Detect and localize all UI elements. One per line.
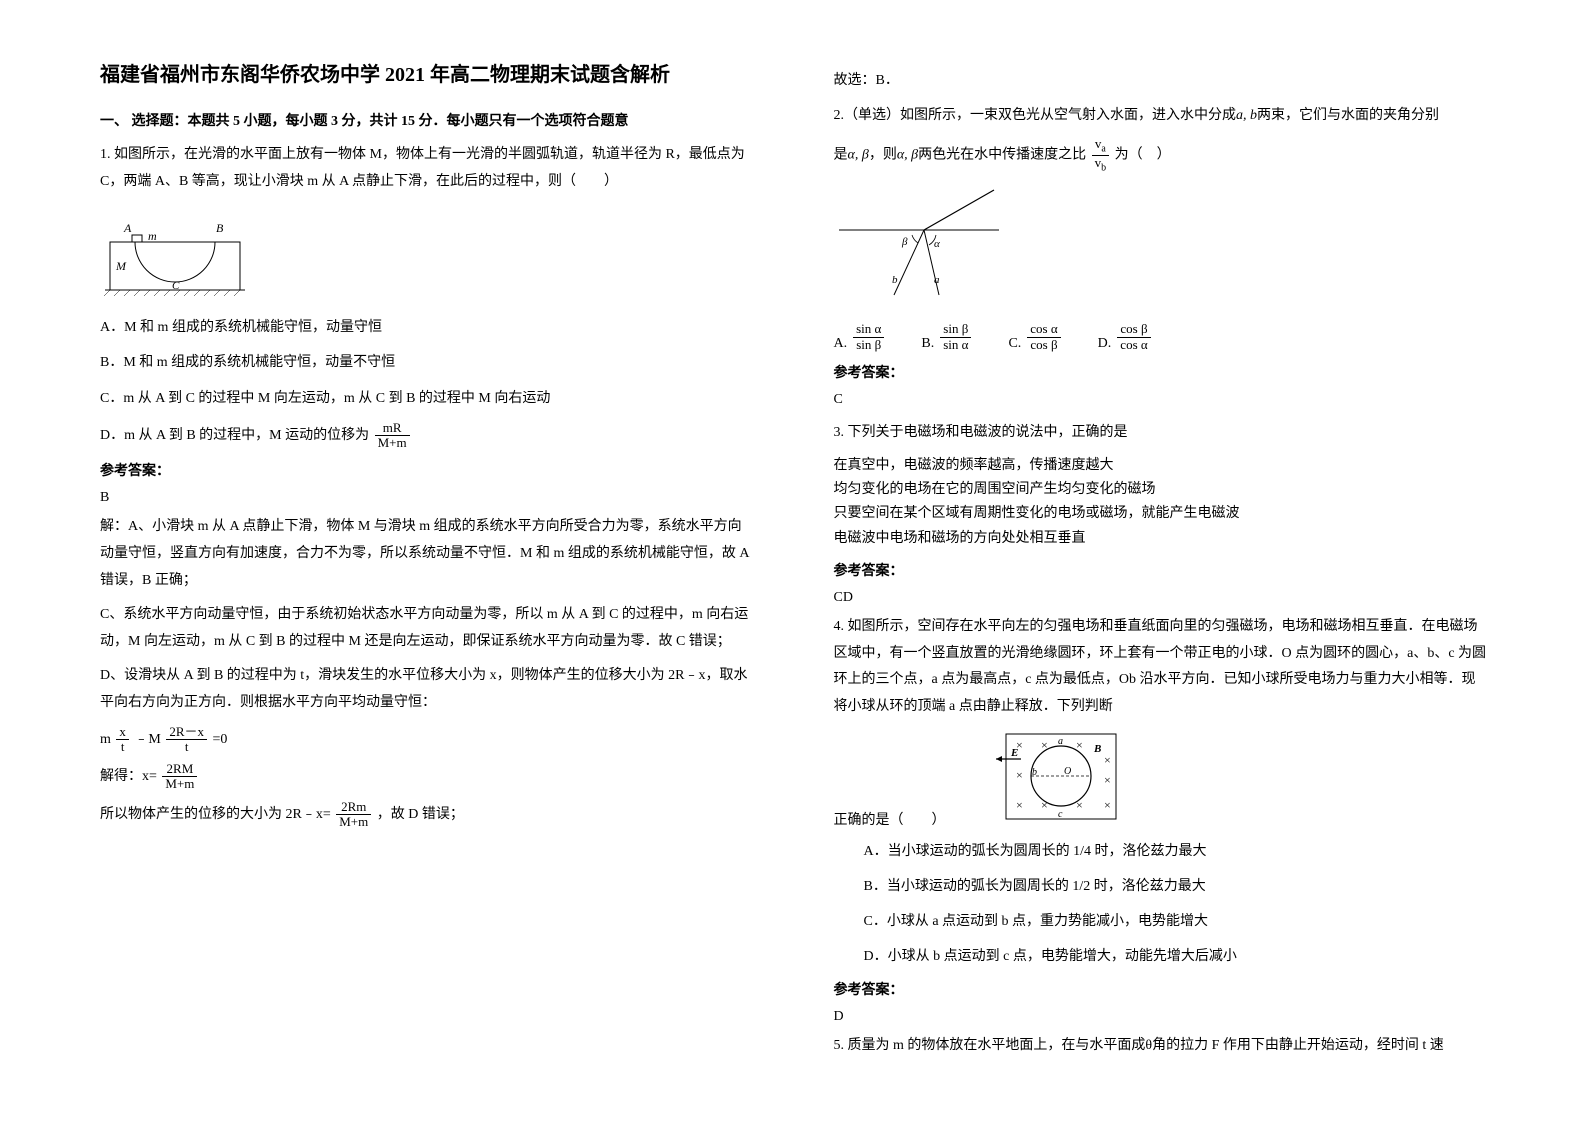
q1-opt-b: B．M 和 m 组成的系统机械能守恒，动量不守恒: [100, 350, 754, 375]
svg-text:A: A: [123, 221, 132, 235]
svg-text:O: O: [1064, 766, 1071, 777]
svg-text:×: ×: [1041, 798, 1048, 812]
q2-stem: 2.（单选）如图所示，一束双色光从空气射入水面，进入水中分成a, b两束，它们与…: [834, 103, 1488, 130]
svg-text:B: B: [1093, 743, 1101, 755]
left-column: 福建省福州市东阁华侨农场中学 2021 年高二物理期末试题含解析 一、 选择题：…: [100, 60, 754, 1068]
svg-text:×: ×: [1104, 773, 1111, 787]
q4-correct: 正确的是（ ）: [834, 809, 946, 829]
q1-optd-frac: mR M+m: [375, 421, 410, 451]
right-column: 故选：B． 2.（单选）如图所示，一束双色光从空气射入水面，进入水中分成a, b…: [834, 60, 1488, 1068]
svg-text:b: b: [892, 274, 898, 286]
q2-opt-a: A. sin α sin β: [834, 322, 887, 352]
svg-text:a: a: [1058, 736, 1063, 747]
q2-ans-label: 参考答案：: [834, 362, 1488, 382]
ray-svg: β α b a: [834, 185, 1004, 305]
svg-text:×: ×: [1016, 738, 1023, 752]
q5-stem: 5. 质量为 m 的物体放在水平地面上，在与水平面成θ角的拉力 F 作用下由静止…: [834, 1033, 1488, 1060]
q1-expl-c: C、系统水平方向动量守恒，由于系统初始状态水平方向动量为零，所以 m 从 A 到…: [100, 602, 754, 655]
q4-ans-label: 参考答案：: [834, 979, 1488, 999]
svg-text:×: ×: [1104, 753, 1111, 767]
q1-opt-a: A．M 和 m 组成的系统机械能守恒，动量守恒: [100, 315, 754, 340]
q4-opt-a: A．当小球运动的弧长为圆周长的 1/4 时，洛伦兹力最大: [864, 839, 1488, 864]
q1-eq: m x t ﹣M 2R－x t =0: [100, 725, 754, 755]
svg-text:×: ×: [1016, 768, 1023, 782]
q3-ans: CD: [834, 590, 1488, 606]
q2-ans: C: [834, 392, 1488, 408]
q4-stem: 4. 如图所示，空间存在水平向左的匀强电场和垂直纸面向里的匀强磁场，电场和磁场相…: [834, 614, 1488, 720]
doc-title: 福建省福州市东阁华侨农场中学 2021 年高二物理期末试题含解析: [100, 60, 754, 90]
q1-tail: 故选：B．: [834, 68, 1488, 95]
q3-l2: 均匀变化的电场在它的周围空间产生均匀变化的磁场: [834, 479, 1488, 501]
svg-text:c: c: [1058, 809, 1063, 820]
svg-text:×: ×: [1041, 738, 1048, 752]
svg-text:×: ×: [1016, 798, 1023, 812]
q1-final: 所以物体产生的位移的大小为 2R﹣x= 2Rm M+m ，故 D 错误；: [100, 800, 754, 830]
svg-text:×: ×: [1104, 798, 1111, 812]
q3-ans-label: 参考答案：: [834, 560, 1488, 580]
page: 福建省福州市东阁华侨农场中学 2021 年高二物理期末试题含解析 一、 选择题：…: [0, 0, 1587, 1128]
svg-text:M: M: [115, 259, 127, 273]
svg-text:B: B: [216, 221, 224, 235]
q4-opt-d: D．小球从 b 点运动到 c 点，电势能增大，动能先增大后减小: [864, 944, 1488, 969]
q1-solve: 解得：x= 2RM M+m: [100, 762, 754, 792]
q1-ans-label: 参考答案：: [100, 460, 754, 480]
q1-opt-c: C．m 从 A 到 C 的过程中 M 向左运动，m 从 C 到 B 的过程中 M…: [100, 386, 754, 411]
q2-stem2: 是α, β，则α, β两色光在水中传播速度之比 va vb 为（ ）: [834, 137, 1488, 173]
q2-options: A. sin α sin β B. sin β sin α C. cos α c…: [834, 322, 1488, 352]
svg-text:×: ×: [1076, 738, 1083, 752]
q4-opt-b: B．当小球运动的弧长为圆周长的 1/2 时，洛伦兹力最大: [864, 874, 1488, 899]
q3-l1: 在真空中，电磁波的频率越高，传播速度越大: [834, 455, 1488, 477]
section-one-head: 一、 选择题：本题共 5 小题，每小题 3 分，共计 15 分．每小题只有一个选…: [100, 110, 754, 130]
svg-text:C: C: [172, 280, 180, 292]
q4-figure-row: 正确的是（ ） E a B O b c ××× ××× ××××: [834, 729, 1488, 829]
q3-l3: 只要空间在某个区域有周期性变化的电场或磁场，就能产生电磁波: [834, 503, 1488, 525]
q3-l4: 电磁波中电场和磁场的方向处处相互垂直: [834, 528, 1488, 550]
q1-opt-d: D．m 从 A 到 B 的过程中，M 运动的位移为 mR M+m: [100, 421, 754, 451]
q3-stem: 3. 下列关于电磁场和电磁波的说法中，正确的是: [834, 420, 1488, 447]
svg-text:b: b: [1032, 767, 1037, 778]
q2-opt-b: B. sin β sin α: [921, 322, 973, 352]
svg-text:a: a: [934, 274, 940, 286]
svg-text:β: β: [901, 236, 908, 248]
svg-text:m: m: [148, 229, 157, 243]
track-svg: A B m M C: [100, 210, 250, 300]
q2-figure: β α b a: [834, 185, 1488, 310]
circle-svg: E a B O b c ××× ××× ××××: [986, 729, 1126, 829]
q4-ans: D: [834, 1009, 1488, 1025]
q1-expl-a: 解：A、小滑块 m 从 A 点静止下滑，物体 M 与滑块 m 组成的系统水平方向…: [100, 514, 754, 594]
q1-figure: A B m M C: [100, 210, 754, 300]
q1-ans: B: [100, 490, 754, 506]
svg-text:α: α: [934, 238, 940, 250]
svg-text:×: ×: [1076, 798, 1083, 812]
q1-expl-d: D、设滑块从 A 到 B 的过程中为 t，滑块发生的水平位移大小为 x，则物体产…: [100, 663, 754, 716]
q2-opt-c: C. cos α cos β: [1008, 322, 1062, 352]
q2-opt-d: D. cos β cos α: [1098, 322, 1153, 352]
q1-stem: 1. 如图所示，在光滑的水平面上放有一物体 M，物体上有一光滑的半圆弧轨道，轨道…: [100, 142, 754, 195]
q1-optd-pre: D．m 从 A 到 B 的过程中，M 运动的位移为: [100, 428, 369, 443]
q4-opt-c: C．小球从 a 点运动到 b 点，重力势能减小，电势能增大: [864, 909, 1488, 934]
